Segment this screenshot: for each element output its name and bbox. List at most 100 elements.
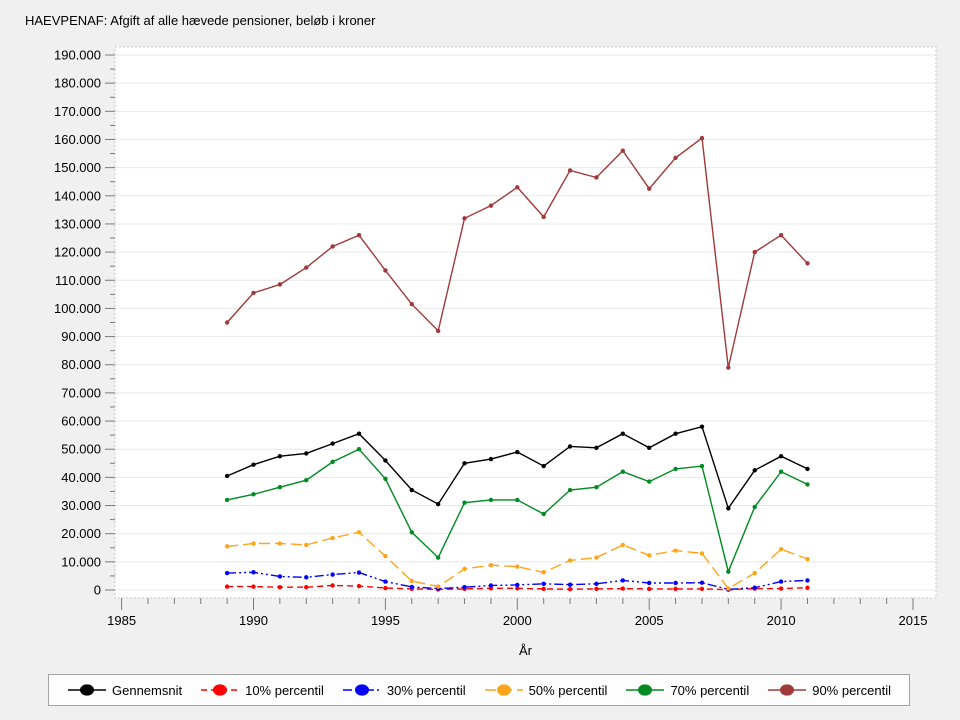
- data-point-70-percentil: [515, 497, 520, 503]
- series-90-percentil: [224, 135, 810, 370]
- data-point-90-percentil: [620, 148, 626, 153]
- y-tick-label: 140.000: [54, 188, 101, 203]
- data-point-gennemsnit: [488, 456, 494, 462]
- series-30-percentil: [224, 570, 810, 592]
- y-tick-label: 60.000: [61, 414, 101, 429]
- data-point-gennemsnit: [383, 458, 388, 463]
- legend-item-label: 10% percentil: [245, 682, 324, 698]
- data-point-50-percentil: [488, 563, 494, 568]
- data-point-50-percentil: [356, 530, 362, 535]
- y-tick-label: 180.000: [54, 76, 101, 91]
- data-point-50-percentil: [567, 558, 573, 563]
- data-point-30-percentil: [805, 578, 810, 583]
- data-point-70-percentil: [330, 459, 335, 465]
- y-tick-label: 190.000: [54, 47, 101, 62]
- data-point-70-percentil: [462, 500, 467, 505]
- legend-marker-icon: [201, 684, 240, 696]
- series-10-percentil: [224, 583, 810, 592]
- data-point-70-percentil: [567, 487, 573, 493]
- data-point-10-percentil: [383, 585, 388, 591]
- x-tick-label: 2005: [635, 613, 664, 628]
- chart-title: HAEVPENAF: Afgift af alle hævede pension…: [25, 13, 376, 28]
- data-point-70-percentil: [409, 530, 414, 535]
- plot-background: [115, 47, 936, 598]
- data-point-30-percentil: [356, 570, 362, 575]
- data-point-90-percentil: [462, 216, 467, 221]
- data-point-30-percentil: [277, 574, 283, 579]
- series-50-percentil: [224, 530, 810, 591]
- data-point-10-percentil: [277, 584, 283, 590]
- data-point-gennemsnit: [699, 424, 705, 429]
- data-point-90-percentil: [251, 290, 256, 296]
- y-tick-label: 90.000: [61, 329, 101, 344]
- data-point-gennemsnit: [356, 431, 362, 436]
- data-point-90-percentil: [435, 328, 441, 334]
- data-point-50-percentil: [251, 541, 256, 546]
- data-point-70-percentil: [251, 492, 256, 497]
- legend-marker-icon: [342, 684, 381, 696]
- data-point-10-percentil: [224, 584, 230, 589]
- x-tick-label: 1990: [239, 613, 268, 628]
- y-tick-label: 50.000: [61, 442, 101, 457]
- data-point-70-percentil: [778, 469, 784, 474]
- data-point-30-percentil: [647, 580, 652, 586]
- data-point-30-percentil: [752, 585, 757, 590]
- data-point-50-percentil: [515, 564, 520, 569]
- data-point-70-percentil: [435, 555, 441, 560]
- data-point-50-percentil: [699, 551, 705, 556]
- x-axis-label: År: [519, 643, 533, 658]
- data-point-50-percentil: [462, 566, 467, 572]
- gridlines: [115, 54, 936, 591]
- data-point-90-percentil: [277, 282, 283, 287]
- data-point-90-percentil: [594, 175, 599, 180]
- y-tick-label: 40.000: [61, 470, 101, 485]
- data-point-gennemsnit: [778, 454, 784, 459]
- data-point-70-percentil: [488, 497, 494, 503]
- data-point-gennemsnit: [435, 501, 441, 507]
- data-point-10-percentil: [330, 583, 335, 588]
- data-point-gennemsnit: [462, 461, 467, 466]
- data-point-gennemsnit: [330, 441, 335, 446]
- data-point-gennemsnit: [647, 445, 652, 451]
- legend-item-label: 90% percentil: [812, 682, 891, 698]
- legend-item-label: 70% percentil: [670, 682, 750, 698]
- data-point-10-percentil: [515, 586, 520, 591]
- data-point-30-percentil: [224, 570, 230, 576]
- data-point-70-percentil: [647, 479, 652, 484]
- legend-item-label: Gennemsnit: [112, 682, 183, 698]
- data-point-10-percentil: [673, 586, 678, 592]
- y-tick-label: 110.000: [55, 273, 101, 288]
- y-tick-label: 150.000: [54, 160, 101, 175]
- legend-item-gennemsnit: Gennemsnit: [67, 682, 182, 698]
- data-point-70-percentil: [277, 485, 283, 490]
- series-gennemsnit: [224, 424, 810, 511]
- legend-item-70-percentil: 70% percentil: [625, 682, 749, 698]
- data-point-30-percentil: [778, 579, 784, 584]
- x-tick-label: 2000: [503, 613, 532, 628]
- data-point-gennemsnit: [726, 506, 731, 511]
- data-point-50-percentil: [383, 554, 388, 559]
- data-point-10-percentil: [541, 586, 546, 592]
- data-point-30-percentil: [330, 572, 335, 577]
- data-point-50-percentil: [620, 542, 626, 548]
- data-point-50-percentil: [778, 546, 784, 552]
- y-tick-label: 130.000: [54, 216, 101, 231]
- data-point-50-percentil: [594, 555, 599, 560]
- data-point-30-percentil: [541, 581, 546, 587]
- data-point-90-percentil: [805, 261, 810, 266]
- data-point-10-percentil: [594, 586, 599, 592]
- x-axis: 1985 1990 1995 2000 2005 2010 2015 År: [107, 598, 927, 658]
- data-point-90-percentil: [778, 233, 784, 238]
- data-point-gennemsnit: [224, 473, 230, 479]
- y-tick-label: 30.000: [61, 498, 101, 513]
- data-point-50-percentil: [435, 584, 441, 589]
- data-point-50-percentil: [752, 570, 757, 576]
- data-point-90-percentil: [647, 186, 652, 191]
- data-point-30-percentil: [383, 579, 388, 584]
- x-tick-label: 2015: [899, 613, 928, 628]
- legend-item-label: 30% percentil: [386, 682, 466, 698]
- legend-item-50-percentil: 50% percentil: [484, 682, 607, 698]
- data-point-70-percentil: [726, 569, 731, 574]
- data-point-70-percentil: [752, 504, 757, 510]
